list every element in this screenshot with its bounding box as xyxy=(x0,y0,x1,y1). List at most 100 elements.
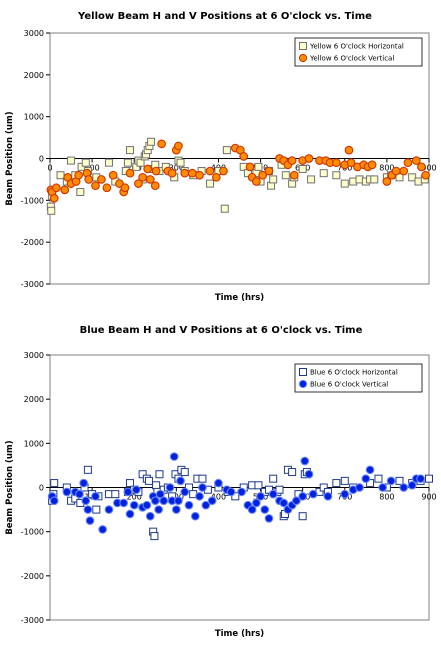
data-point xyxy=(190,511,200,521)
data-point xyxy=(239,152,249,161)
data-point xyxy=(281,171,290,180)
x-axis-label: Time (hrs) xyxy=(215,629,264,639)
data-point xyxy=(416,474,425,484)
data-point xyxy=(412,156,421,165)
data-point xyxy=(319,483,328,492)
data-point xyxy=(81,496,91,506)
data-point xyxy=(120,183,130,193)
data-point xyxy=(340,489,350,499)
data-point xyxy=(264,514,274,523)
data-point xyxy=(195,170,204,180)
data-point xyxy=(395,173,404,182)
x-tick-label: 200 xyxy=(127,493,142,502)
y-tick-label: 1000 xyxy=(24,439,44,448)
data-point xyxy=(91,491,100,501)
chart-title: Yellow Beam H and V Positions at 6 O'clo… xyxy=(77,11,372,22)
data-point xyxy=(214,478,223,488)
data-point xyxy=(83,505,93,514)
data-point xyxy=(346,158,356,168)
data-point xyxy=(84,175,94,184)
data-point xyxy=(399,483,409,492)
x-tick-label: 800 xyxy=(379,493,394,502)
data-point xyxy=(308,489,318,499)
data-point xyxy=(332,158,341,168)
y-axis-label: Beam Position (um) xyxy=(5,111,15,205)
data-point xyxy=(304,154,314,163)
data-point xyxy=(300,456,310,466)
data-point xyxy=(287,156,297,165)
y-tick-label: 2000 xyxy=(24,395,44,404)
data-point xyxy=(258,170,268,180)
data-point xyxy=(108,170,118,180)
data-point xyxy=(298,512,307,521)
data-point xyxy=(152,481,161,490)
data-point xyxy=(323,491,333,501)
data-point xyxy=(81,158,90,167)
data-point xyxy=(407,480,417,490)
data-point xyxy=(176,158,185,167)
data-point xyxy=(125,168,135,178)
legend-marker xyxy=(298,53,308,63)
data-point xyxy=(374,474,383,483)
data-point xyxy=(288,468,297,477)
data-point xyxy=(180,487,190,497)
data-point xyxy=(174,141,183,151)
legend-label: Yellow 6 O'clock Horizontal xyxy=(309,43,404,51)
data-point xyxy=(180,468,189,477)
y-tick-label: -2000 xyxy=(21,572,44,581)
data-point xyxy=(111,490,120,499)
data-point xyxy=(292,496,301,506)
data-point xyxy=(102,183,112,193)
data-point xyxy=(125,509,135,519)
data-point xyxy=(403,158,413,168)
data-point xyxy=(332,171,341,180)
data-point xyxy=(205,166,215,176)
data-point xyxy=(211,172,221,182)
series-1 xyxy=(46,137,429,215)
data-point xyxy=(184,500,194,510)
data-point xyxy=(150,181,160,191)
y-tick-label: 0 xyxy=(39,484,44,493)
data-point xyxy=(269,474,278,483)
data-point xyxy=(187,168,197,178)
data-point xyxy=(201,500,211,510)
data-point xyxy=(408,173,417,182)
data-point xyxy=(298,164,307,173)
data-point xyxy=(151,166,161,176)
data-point xyxy=(176,476,185,486)
y-tick-label: 3000 xyxy=(24,351,44,360)
data-point xyxy=(155,489,165,499)
data-point xyxy=(307,175,316,184)
data-point xyxy=(75,489,84,499)
data-point xyxy=(256,491,265,501)
chart-1: Yellow Beam H and V Positions at 6 O'clo… xyxy=(5,11,437,303)
data-point xyxy=(47,206,56,215)
data-point xyxy=(180,168,190,178)
data-point xyxy=(150,532,159,541)
legend-box xyxy=(294,37,423,67)
legend-marker xyxy=(298,379,308,389)
x-tick-label: 100 xyxy=(84,164,99,173)
data-point xyxy=(361,474,371,484)
data-point xyxy=(247,505,257,514)
legend-label: Blue 6 O'clock Vertical xyxy=(310,381,388,389)
data-point xyxy=(365,465,375,475)
data-point xyxy=(145,511,155,521)
data-point xyxy=(154,505,163,514)
data-point xyxy=(51,183,61,193)
data-point xyxy=(391,166,401,176)
data-point xyxy=(79,478,89,488)
data-point xyxy=(340,179,349,188)
x-tick-label: 900 xyxy=(421,164,436,173)
data-point xyxy=(136,158,145,167)
data-point xyxy=(279,498,289,508)
data-point xyxy=(344,145,354,155)
data-point xyxy=(198,474,207,483)
data-point xyxy=(165,483,175,492)
data-point xyxy=(251,177,261,186)
data-point xyxy=(167,168,177,178)
data-point xyxy=(147,137,156,146)
y-tick-label: -3000 xyxy=(21,280,44,289)
data-point xyxy=(104,505,114,514)
